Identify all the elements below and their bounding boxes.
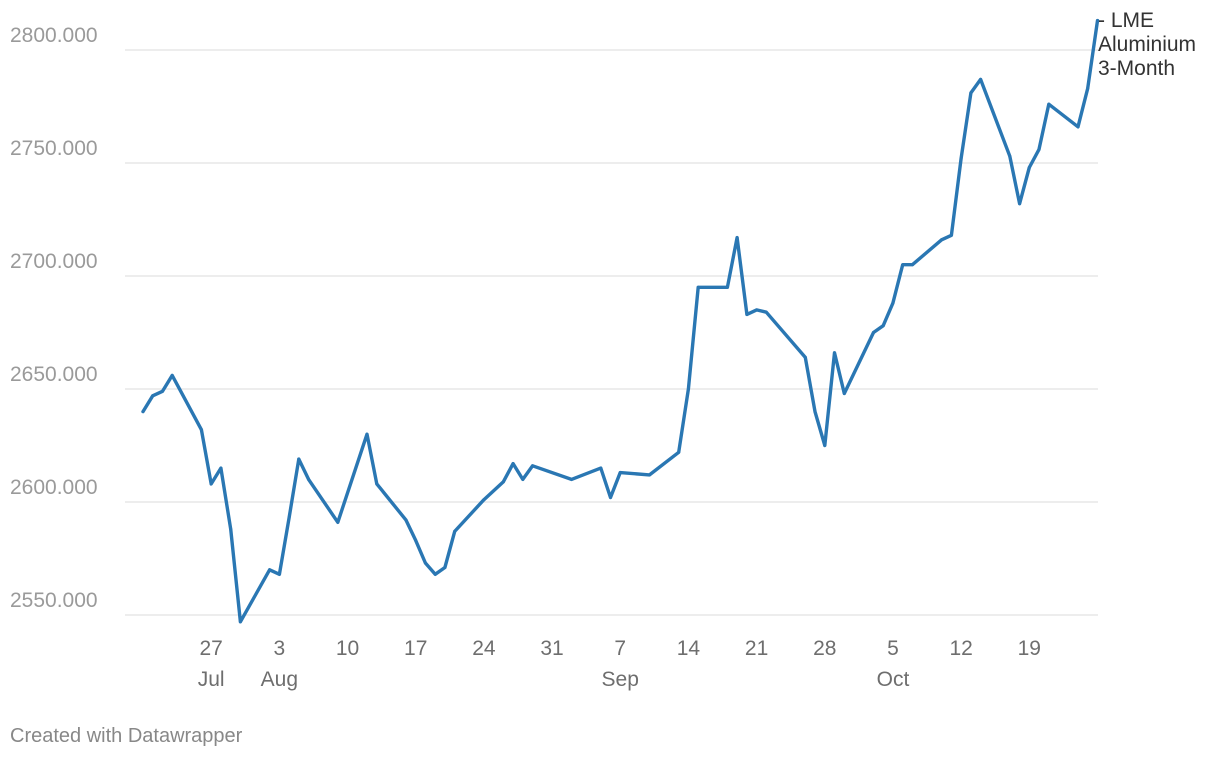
data-point: [872, 331, 875, 334]
x-tick-label: 5: [887, 637, 899, 660]
x-tick-label: 17: [404, 637, 427, 660]
data-point: [648, 473, 651, 477]
data-point: [755, 308, 759, 312]
data-point: [764, 310, 768, 314]
x-tick-label: 31: [540, 637, 563, 660]
series-lines: [141, 18, 1100, 624]
data-point: [735, 236, 739, 240]
data-point: [891, 301, 895, 305]
x-tick-month-label: Jul: [198, 668, 225, 691]
data-point: [170, 373, 174, 377]
data-point: [1008, 154, 1012, 158]
data-point: [696, 285, 700, 289]
gridlines: [125, 49, 1098, 616]
series-line: [141, 18, 1100, 624]
data-point: [881, 324, 885, 328]
x-tick-label: 27: [199, 637, 222, 660]
y-axis-tick-labels: 2550.000 2600.000 2650.000 2700.000 2750.000…: [10, 24, 98, 612]
data-point: [901, 263, 905, 267]
data-point: [1086, 86, 1090, 90]
data-point: [229, 527, 233, 531]
x-tick-label: 12: [949, 637, 972, 660]
x-tick-month-label: Sep: [602, 668, 639, 691]
data-point: [414, 538, 418, 542]
data-point: [336, 520, 340, 524]
data-point: [511, 462, 515, 466]
data-point: [277, 572, 281, 576]
y-tick-label: 2800.000: [10, 24, 98, 47]
credit-text: Created with Datawrapper: [10, 725, 243, 747]
series-label-line-2: Aluminium: [1098, 33, 1196, 56]
data-point: [287, 516, 291, 520]
data-point: [453, 529, 457, 533]
data-point: [1096, 19, 1099, 23]
data-point: [725, 285, 729, 289]
series-label: - LME Aluminium 3-Month: [1098, 9, 1202, 80]
data-point: [1076, 125, 1080, 129]
x-tick-label: 7: [614, 637, 626, 660]
data-point: [199, 428, 203, 432]
data-point: [365, 432, 369, 436]
x-axis-tick-labels: 27 Jul 3 Aug 10 17 24 31 7 Sep 14 21 28 5 Oct 12 19: [198, 637, 1041, 691]
x-tick-label: 14: [677, 637, 701, 660]
data-point: [979, 77, 983, 81]
data-point: [501, 480, 505, 484]
data-point: [161, 389, 164, 393]
x-tick-month-label: Aug: [261, 668, 298, 691]
data-point: [969, 91, 973, 95]
data-point: [423, 561, 427, 565]
x-tick-label: 28: [813, 637, 836, 660]
data-point: [949, 233, 953, 237]
data-point: [803, 355, 807, 359]
data-point: [219, 466, 223, 470]
data-point: [151, 394, 155, 398]
y-tick-label: 2650.000: [10, 363, 98, 386]
data-point: [1047, 102, 1051, 106]
series-label-line-3: 3-Month: [1098, 57, 1175, 80]
data-point: [686, 387, 690, 391]
data-point: [1037, 147, 1041, 151]
data-point: [833, 351, 836, 355]
x-tick-month-label: Oct: [877, 668, 910, 691]
data-point: [677, 450, 681, 454]
data-point: [599, 466, 603, 470]
y-tick-label: 2750.000: [10, 137, 98, 160]
x-tick-label: 21: [745, 637, 768, 660]
x-tick-label: 24: [472, 637, 496, 660]
y-tick-label: 2600.000: [10, 476, 98, 499]
x-tick-label: 3: [274, 637, 286, 660]
x-tick-label: 19: [1018, 637, 1041, 660]
data-point: [570, 477, 573, 481]
data-point: [745, 312, 749, 316]
data-point: [618, 471, 622, 475]
data-point: [238, 620, 242, 624]
data-point: [482, 498, 486, 502]
data-point: [307, 477, 311, 481]
x-tick-label: 10: [336, 637, 359, 660]
data-point: [910, 263, 914, 267]
data-point: [609, 496, 612, 499]
data-point: [268, 568, 272, 572]
data-point: [443, 566, 447, 569]
data-point: [842, 392, 846, 395]
data-point: [404, 518, 408, 522]
y-tick-label: 2700.000: [10, 250, 98, 273]
data-point: [141, 410, 145, 414]
data-point: [959, 157, 963, 160]
data-point: [813, 410, 817, 414]
data-point: [433, 572, 437, 576]
data-point: [209, 482, 213, 486]
data-point: [375, 482, 379, 486]
series-label-line-1: - LME: [1098, 9, 1154, 32]
data-point: [521, 477, 525, 481]
data-point: [1027, 166, 1031, 169]
y-tick-label: 2550.000: [10, 589, 98, 612]
data-point: [823, 444, 827, 447]
data-point: [940, 238, 944, 242]
data-point: [297, 457, 301, 461]
data-point: [531, 464, 535, 468]
data-point: [1018, 202, 1022, 206]
